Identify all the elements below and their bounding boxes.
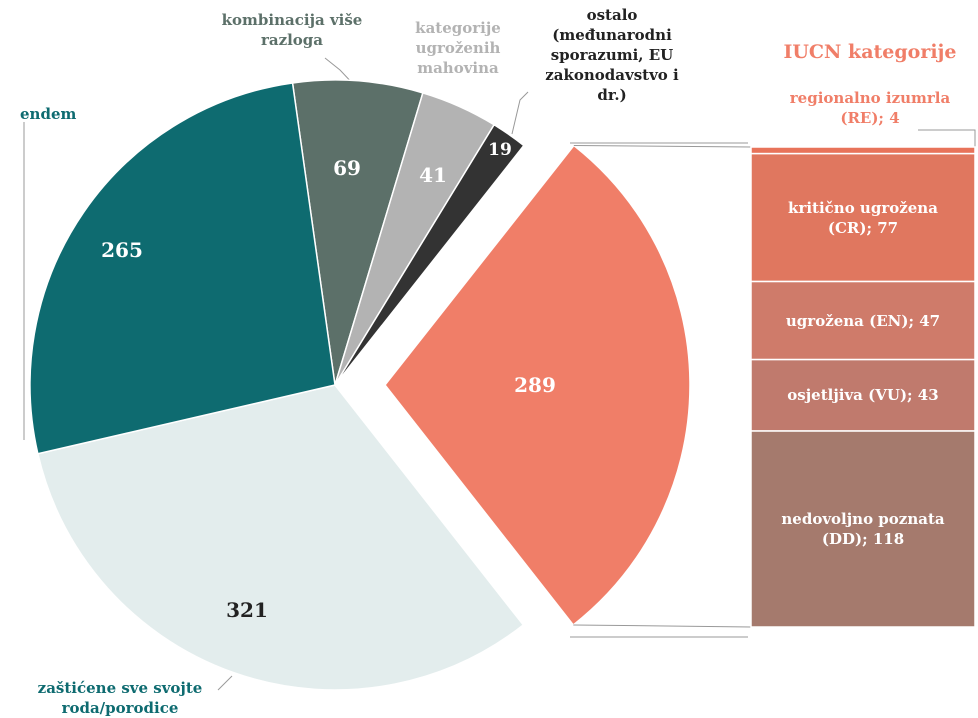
pie-slice	[334, 123, 525, 386]
pie-slice	[384, 144, 691, 627]
slice-value-label: 265	[101, 238, 143, 262]
connector-line	[573, 624, 752, 628]
slice-label: zaštićene sve svojte roda/porodice	[37, 679, 203, 717]
bar-segment-label: nedovoljno poznata (DD); 118	[781, 510, 945, 548]
slice-label: ostalo (međunarodni sporazumi, EU zakono…	[545, 6, 679, 104]
slice-value-label: 69	[333, 156, 361, 180]
leader-line	[511, 91, 529, 135]
bar-segment-label: regionalno izumrla (RE); 4	[789, 89, 951, 127]
bar-segment-label: osjetljiva (VU); 43	[787, 386, 939, 405]
slice-value-label: 41	[419, 163, 447, 187]
bar-segment-label: kritično ugrožena (CR); 77	[788, 198, 938, 237]
pie-slice	[36, 384, 525, 691]
leader-lines	[23, 57, 976, 691]
slice-label: endem	[20, 105, 77, 123]
bar-segment	[750, 146, 976, 155]
pie-slice	[29, 82, 336, 455]
slice-value-label: 289	[514, 373, 556, 397]
pie-slice	[291, 79, 424, 386]
bar-segment	[750, 280, 976, 361]
bar-title: IUCN kategorije	[783, 41, 957, 63]
bar-segment-label: ugrožena (EN); 47	[785, 311, 941, 330]
leader-line	[918, 129, 976, 147]
slice-label: kombinacija više razloga	[221, 11, 363, 49]
slice-value-label: 19	[488, 140, 512, 160]
bar-segment	[750, 430, 976, 628]
bar-segment	[750, 152, 976, 283]
leader-line	[217, 675, 233, 691]
slice-value-label: 321	[226, 598, 268, 622]
slice-label: kategorije ugroženih mahovina	[415, 19, 501, 77]
connector-line	[573, 144, 752, 148]
